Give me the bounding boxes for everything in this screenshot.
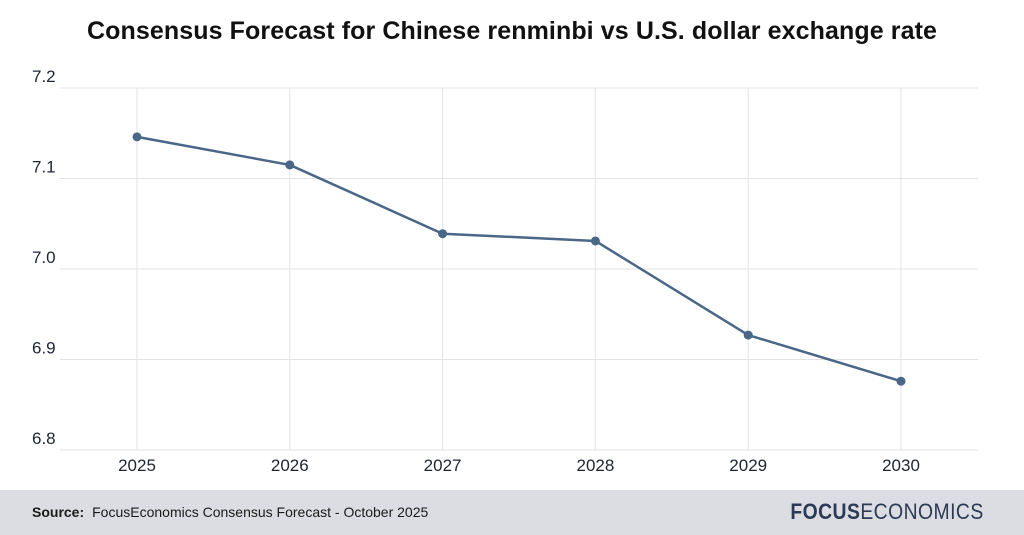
source-note: Source: FocusEconomics Consensus Forecast… (32, 504, 428, 520)
data-point (132, 132, 142, 142)
series-group (132, 132, 906, 386)
brand-logo-bold: FOCUS (790, 499, 861, 524)
x-tick-label: 2027 (424, 456, 462, 475)
y-tick-label: 6.8 (32, 429, 56, 448)
y-tick-label: 7.1 (32, 158, 56, 177)
gridlines (60, 87, 978, 451)
footer-bar: Source: FocusEconomics Consensus Forecast… (0, 490, 1024, 535)
y-axis-ticks: 6.8 6.9 7.0 7.1 7.2 (32, 67, 56, 448)
data-point (896, 376, 906, 386)
data-point (590, 236, 600, 246)
data-point (285, 160, 295, 170)
series-line (135, 135, 903, 383)
source-label: Source: (32, 504, 85, 520)
x-tick-label: 2025 (118, 456, 156, 475)
chart-title: Consensus Forecast for Chinese renminbi … (86, 17, 938, 45)
x-axis-ticks: 2025 2026 2027 2028 2029 2030 (118, 456, 920, 475)
line-chart: 6.8 6.9 7.0 7.1 7.2 2025 2026 2027 2028 2029 2030 (32, 67, 978, 475)
y-tick-label: 7.2 (32, 67, 56, 86)
brand-logo-regular: ECONOMICS (860, 499, 984, 524)
data-point (438, 229, 448, 239)
x-tick-label: 2028 (576, 456, 614, 475)
y-tick-label: 7.0 (32, 248, 56, 267)
x-tick-label: 2030 (882, 456, 920, 475)
source-text: FocusEconomics Consensus Forecast - Octo… (92, 504, 429, 520)
x-tick-label: 2029 (729, 456, 767, 475)
data-point (743, 330, 753, 340)
x-tick-label: 2026 (271, 456, 309, 475)
y-tick-label: 6.9 (32, 339, 56, 358)
brand-logo: FOCUSECONOMICS (791, 499, 984, 525)
